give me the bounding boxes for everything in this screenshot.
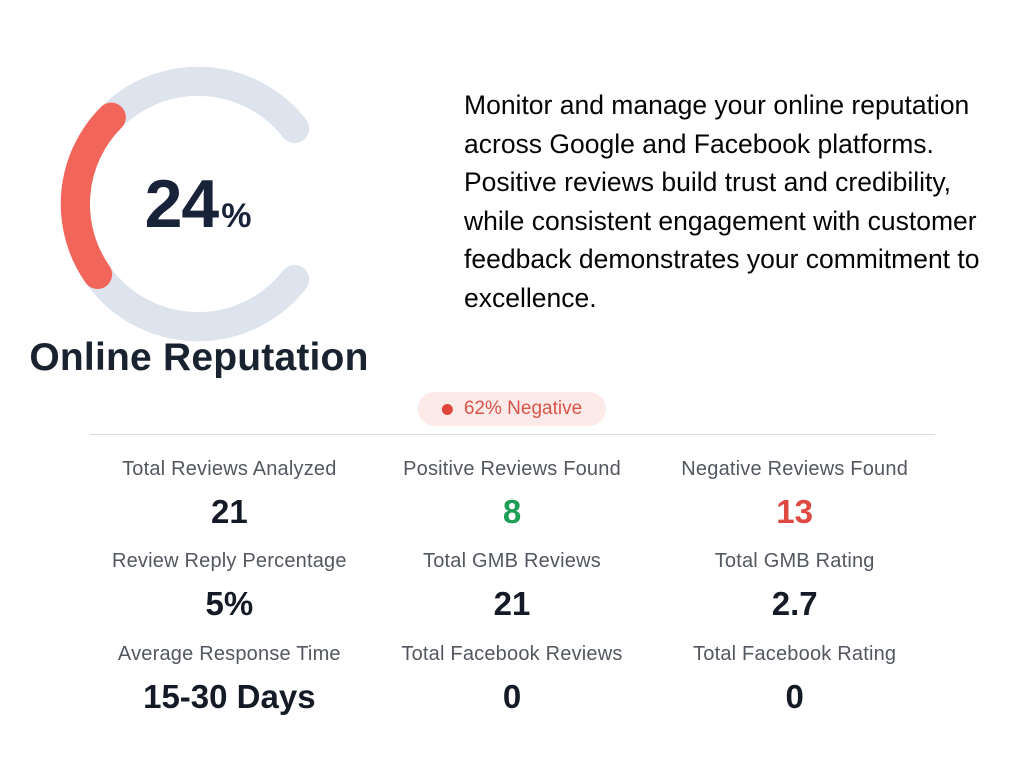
stat-value: 21 xyxy=(210,493,248,530)
stat-value: 8 xyxy=(502,493,522,530)
red-dot-icon xyxy=(441,403,453,415)
stats-row-3: Average Response Time 15-30 Days Total F… xyxy=(88,643,936,715)
stat-positive-reviews-found: Positive Reviews Found 8 xyxy=(371,458,654,530)
gauge-percent-value: 24 xyxy=(144,166,220,242)
stat-total-gmb-rating: Total GMB Rating 2.7 xyxy=(653,550,936,622)
stat-label: Total GMB Reviews xyxy=(423,550,601,573)
gauge-chart xyxy=(60,66,310,342)
stat-value: 21 xyxy=(493,585,531,623)
negative-percentage-badge: 62% Negative xyxy=(417,392,607,426)
stat-negative-reviews-found: Negative Reviews Found 13 xyxy=(653,458,936,530)
stat-label: Negative Reviews Found xyxy=(681,458,909,480)
stat-label: Review Reply Percentage xyxy=(111,550,347,573)
stat-value: 13 xyxy=(776,493,814,530)
stat-total-facebook-rating: Total Facebook Rating 0 xyxy=(653,643,936,715)
negative-percentage-label: 62% Negative xyxy=(463,398,583,419)
gauge-title: Online Reputation xyxy=(29,336,369,379)
stat-value: 15-30 Days xyxy=(143,677,316,715)
reputation-gauge: 24 % xyxy=(52,58,344,350)
gauge-track-top-arc xyxy=(96,66,310,144)
stats-row-2: Review Reply Percentage 5% Total GMB Rev… xyxy=(88,550,936,622)
stat-value: 0 xyxy=(785,677,804,715)
gauge-percent: 24 % xyxy=(145,165,252,243)
stats-grid: Total Reviews Analyzed 21 Positive Revie… xyxy=(88,458,936,735)
gauge-percent-sign: % xyxy=(221,197,252,235)
horizontal-divider xyxy=(90,434,935,435)
stat-label: Positive Reviews Found xyxy=(403,458,621,480)
gauge-value-arc xyxy=(60,102,126,289)
stat-total-reviews-analyzed: Total Reviews Analyzed 21 xyxy=(88,458,371,530)
gauge-track-bottom-arc xyxy=(82,259,310,342)
stat-label: Total GMB Rating xyxy=(714,550,875,573)
stat-average-response-time: Average Response Time 15-30 Days xyxy=(88,643,371,715)
stat-total-facebook-reviews: Total Facebook Reviews 0 xyxy=(371,643,654,715)
stat-value: 2.7 xyxy=(771,585,818,623)
stat-label: Total Facebook Rating xyxy=(693,642,897,665)
stat-value: 5% xyxy=(205,585,254,623)
description-paragraph: Monitor and manage your online reputatio… xyxy=(464,90,980,313)
stat-label: Total Reviews Analyzed xyxy=(122,458,337,480)
gauge-center-label: 24 % xyxy=(52,58,344,350)
stat-total-gmb-reviews: Total GMB Reviews 21 xyxy=(371,550,654,622)
stat-value: 0 xyxy=(502,677,522,715)
stat-label: Total Facebook Reviews xyxy=(401,642,623,665)
stats-row-1: Total Reviews Analyzed 21 Positive Revie… xyxy=(88,458,936,530)
stat-review-reply-percentage: Review Reply Percentage 5% xyxy=(88,550,371,622)
stat-label: Average Response Time xyxy=(117,642,341,665)
